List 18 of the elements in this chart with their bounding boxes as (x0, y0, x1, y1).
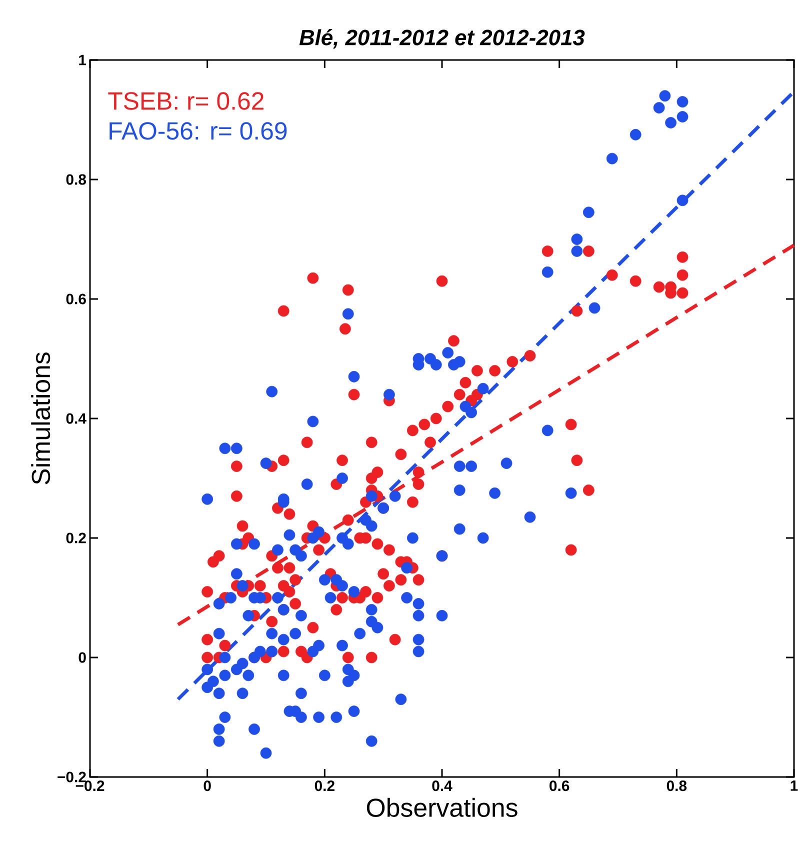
x-tick-label: 0 (204, 780, 211, 792)
x-tick-label: 0.8 (666, 780, 687, 792)
x-tick-label: 0.2 (314, 780, 334, 792)
text: FAO-56: r= 0.69 (110, 122, 287, 140)
y-axis-title: Simulations (31, 352, 50, 484)
y-tick-label: 0.6 (66, 294, 86, 304)
y-tick-label: 0 (78, 652, 86, 663)
text: TSEB: r= 0.62 (108, 92, 264, 110)
y-tick-label: 0.2 (66, 532, 86, 544)
x-tick-label: 0.6 (550, 780, 570, 792)
x-tick-label: 1 (790, 780, 798, 791)
x-axis-title: Observations (366, 798, 518, 817)
y-tick-label: 0.8 (66, 174, 86, 185)
y-tick-label: 1 (79, 54, 86, 66)
chart-title: Blé, 2011-2012 et 2012-2013 (299, 29, 585, 48)
y-tick-label: −0.2 (58, 772, 86, 782)
y-tick-label: 0.4 (66, 413, 86, 424)
x-tick-label: 0.4 (432, 780, 452, 792)
